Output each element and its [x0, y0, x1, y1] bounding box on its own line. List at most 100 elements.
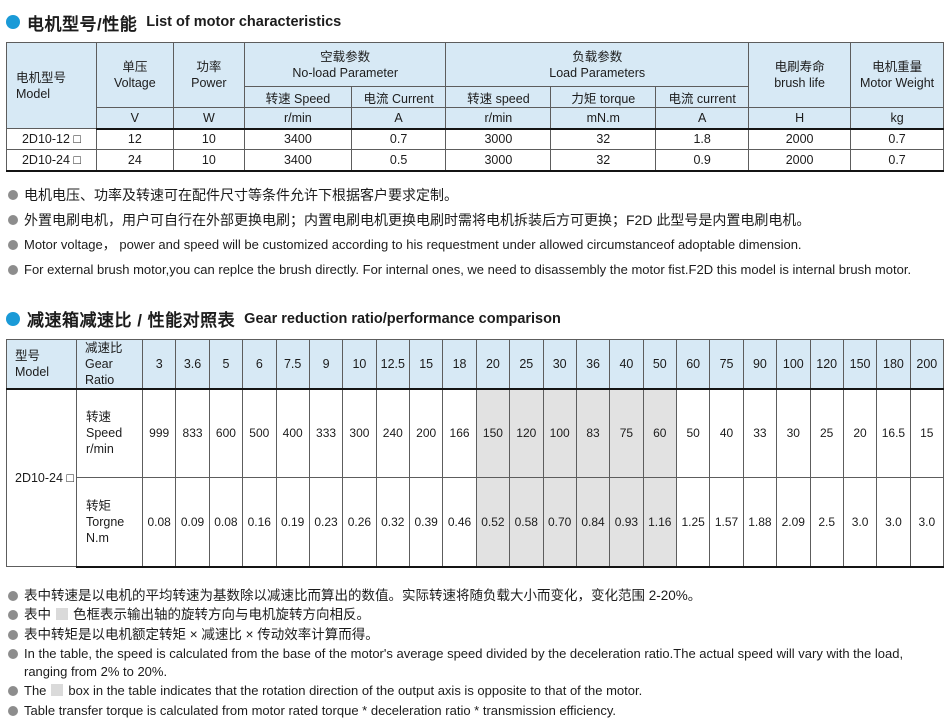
speed-cell: 400 [276, 389, 309, 478]
torque-cell: 0.46 [443, 478, 476, 567]
speed-cell: 833 [176, 389, 209, 478]
cell-brush-life: 2000 [749, 150, 851, 171]
cell-power: 10 [173, 129, 244, 150]
note-text-post: box in the table indicates that the rota… [68, 683, 642, 698]
note-bullet-icon [8, 610, 18, 620]
table-row: 2D10-12 □ 12 10 3400 0.7 3000 32 1.8 200… [7, 129, 944, 150]
note-text: 表中转矩是以电机额定转矩 × 减速比 × 传动效率计算而得。 [24, 626, 379, 644]
note-line: 表中转速是以电机的平均转速为基数除以减速比而算出的数值。实际转速将随负载大小而变… [6, 587, 944, 605]
torque-cell-reversed: 0.84 [576, 478, 609, 567]
speed-cell: 16.5 [877, 389, 910, 478]
cell-voltage: 24 [96, 150, 173, 171]
speed-cell: 300 [343, 389, 376, 478]
speed-cell: 500 [243, 389, 276, 478]
table-row: 2D10-24 □ 24 10 3400 0.5 3000 32 0.9 200… [7, 150, 944, 171]
speed-cell: 30 [777, 389, 810, 478]
speed-cell: 50 [677, 389, 710, 478]
cell-noload-current: 0.7 [351, 129, 446, 150]
ratio-header-cell: 5 [209, 339, 242, 389]
ratio-header-cell: 200 [910, 339, 943, 389]
unit-noload-speed: r/min [244, 108, 351, 129]
note-line: 表中色框表示输出轴的旋转方向与电机旋转方向相反。 [6, 606, 944, 624]
gear-notes: 表中转速是以电机的平均转速为基数除以减速比而算出的数值。实际转速将随负载大小而变… [6, 587, 944, 719]
header-gear-ratio: 减速比 Gear Ratio [77, 339, 143, 389]
cell-load-speed: 3000 [446, 150, 551, 171]
section2-title-en: Gear reduction ratio/performance compari… [244, 311, 561, 327]
header-model-en: Model [15, 364, 76, 380]
speed-cell: 200 [410, 389, 443, 478]
ratio-header-cell: 100 [777, 339, 810, 389]
torque-label-unit: N.m [86, 530, 142, 546]
torque-cell-reversed: 0.70 [543, 478, 576, 567]
torque-cell-reversed: 1.16 [643, 478, 676, 567]
torque-cell: 3.0 [877, 478, 910, 567]
cell-load-current: 0.9 [656, 150, 749, 171]
note-text: Motor voltage， power and speed will be c… [24, 235, 802, 255]
torque-cell: 0.32 [376, 478, 409, 567]
unit-power: W [173, 108, 244, 129]
note-bullet-icon [8, 706, 18, 716]
speed-cell-reversed: 100 [543, 389, 576, 478]
torque-cell: 0.39 [410, 478, 443, 567]
speed-cell: 15 [910, 389, 943, 478]
note-line: 电机电压、功率及转速可在配件尺寸等条件允许下根据客户要求定制。 [6, 185, 944, 205]
note-line: For external brush motor,you can replce … [6, 260, 944, 280]
unit-load-speed: r/min [446, 108, 551, 129]
torque-cell: 0.16 [243, 478, 276, 567]
header-model: 电机型号 Model [7, 43, 97, 129]
speed-cell: 333 [309, 389, 342, 478]
header-load-zh: 负载参数 [446, 49, 748, 65]
speed-cell: 166 [443, 389, 476, 478]
torque-cell: 0.08 [209, 478, 242, 567]
section1-title-zh: 电机型号/性能 [27, 10, 137, 35]
gray-box-icon [51, 684, 63, 696]
ratio-header-cell: 60 [677, 339, 710, 389]
header-ratio-zh: 减速比 [85, 340, 142, 356]
note-text: 表中转速是以电机的平均转速为基数除以减速比而算出的数值。实际转速将随负载大小而变… [24, 587, 701, 605]
note-bullet-icon [8, 215, 18, 225]
note-bullet-icon [8, 649, 18, 659]
blue-bullet-icon [6, 15, 20, 29]
note-text: Table transfer torque is calculated from… [24, 702, 616, 719]
ratio-header-cell: 180 [877, 339, 910, 389]
unit-brush-life: H [749, 108, 851, 129]
torque-cell: 1.57 [710, 478, 743, 567]
torque-cell: 3.0 [910, 478, 943, 567]
subheader-noload-speed: 转速 Speed [244, 87, 351, 108]
torque-cell: 1.88 [743, 478, 776, 567]
header-power-en: Power [174, 75, 244, 91]
note-line: Table transfer torque is calculated from… [6, 702, 944, 719]
unit-load-torque: mN.m [551, 108, 656, 129]
cell-power: 10 [173, 150, 244, 171]
speed-cell-reversed: 120 [510, 389, 543, 478]
note-line: In the table, the speed is calculated fr… [6, 645, 944, 680]
header-load-en: Load Parameters [446, 65, 748, 81]
note-text: 外置电刷电机，用户可自行在外部更换电刷；内置电刷电机更换电刷时需将电机拆装后方可… [24, 210, 810, 230]
torque-cell: 2.5 [810, 478, 843, 567]
unit-voltage: V [96, 108, 173, 129]
ratio-header-cell: 120 [810, 339, 843, 389]
ratio-header-cell: 12.5 [376, 339, 409, 389]
torque-cell: 0.23 [309, 478, 342, 567]
note-text: 电机电压、功率及转速可在配件尺寸等条件允许下根据客户要求定制。 [24, 185, 458, 205]
header-brush-life: 电刷寿命 brush life [749, 43, 851, 108]
header-model-en: Model [16, 86, 96, 102]
cell-model: 2D10-12 □ [7, 129, 97, 150]
subheader-load-torque: 力矩 torque [551, 87, 656, 108]
note-line: 外置电刷电机，用户可自行在外部更换电刷；内置电刷电机更换电刷时需将电机拆装后方可… [6, 210, 944, 230]
gray-box-icon [56, 608, 68, 620]
torque-cell-reversed: 0.52 [476, 478, 509, 567]
note-bullet-icon [8, 265, 18, 275]
torque-cell: 0.26 [343, 478, 376, 567]
cell-load-speed: 3000 [446, 129, 551, 150]
speed-cell-reversed: 83 [576, 389, 609, 478]
gear-ratio-table: 型号 Model 减速比 Gear Ratio 3 3.6 5 6 7.5 9 … [6, 339, 944, 568]
note-bullet-icon [8, 630, 18, 640]
header-brush-en: brush life [749, 75, 850, 91]
header-model: 型号 Model [7, 339, 77, 389]
motor-notes: 电机电压、功率及转速可在配件尺寸等条件允许下根据客户要求定制。 外置电刷电机，用… [6, 185, 944, 280]
header-power-zh: 功率 [174, 59, 244, 75]
ratio-header-cell: 3 [143, 339, 176, 389]
torque-label-en: Torgne [86, 514, 142, 530]
